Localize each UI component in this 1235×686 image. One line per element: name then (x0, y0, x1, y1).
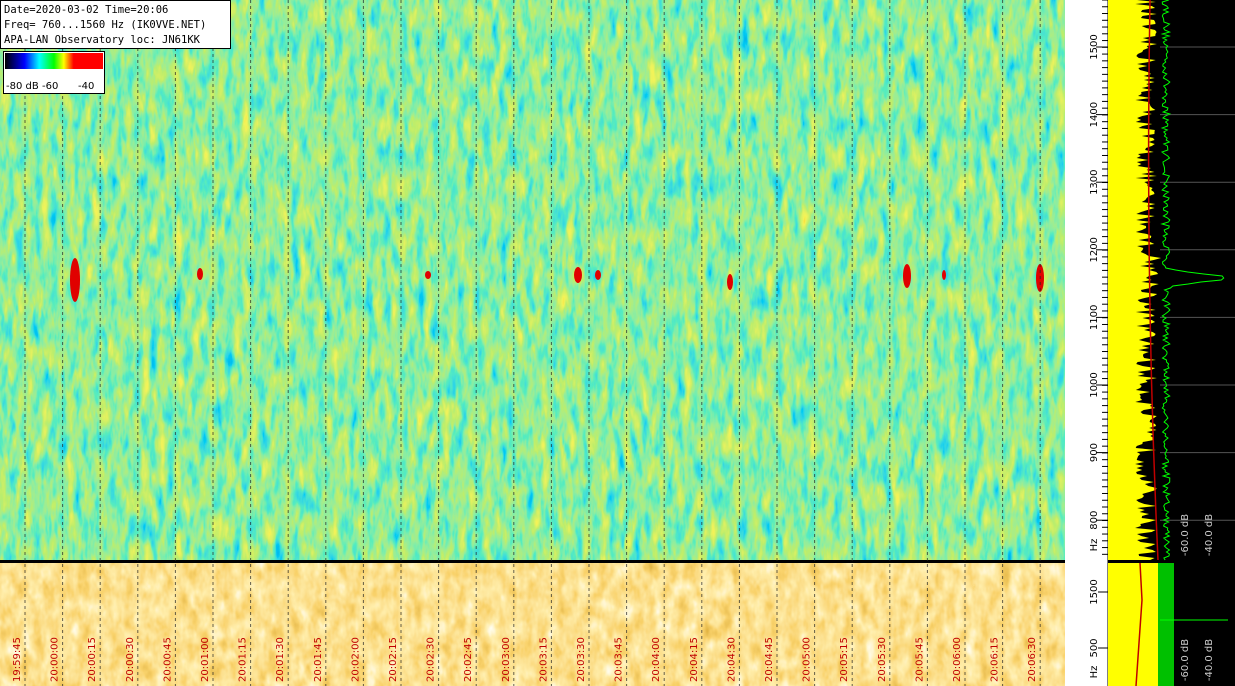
lower-spectrum-average (1108, 563, 1158, 686)
header-box (0, 0, 231, 49)
time-label: 20:06:30 (1027, 637, 1038, 682)
time-label: 20:05:15 (839, 637, 850, 682)
time-label: 20:00:15 (87, 637, 98, 682)
header-line: APA-LAN Observatory loc: JN61KK (4, 34, 201, 46)
spectrum-marker (1147, 0, 1159, 561)
time-label: 19:59:45 (12, 637, 23, 682)
lower-frequency-tick-label: 1500 (1089, 579, 1100, 604)
lower-spectrum-marker (1135, 562, 1143, 686)
time-label: 20:02:00 (350, 637, 361, 682)
color-scale-label: -40 (78, 81, 94, 92)
frequency-tick-label: 1000 (1089, 372, 1100, 397)
axis-column (1065, 0, 1108, 686)
lower-frequency-unit: Hz (1089, 666, 1100, 679)
time-label: 20:03:30 (576, 637, 587, 682)
frequency-axis: 1500 1400 1300 1200 1100 1000 900 800 Hz 1500 500 H… (1089, 0, 1108, 678)
time-label: 20:04:30 (726, 637, 737, 682)
time-label: 20:02:45 (463, 637, 474, 682)
lower-spectrum-trace (1158, 563, 1174, 686)
time-label: 20:06:00 (952, 637, 963, 682)
time-label: 20:06:15 (990, 637, 1001, 682)
time-label: 20:02:15 (388, 637, 399, 682)
time-label: 20:05:00 (802, 637, 813, 682)
spectrum-trace (1160, 0, 1225, 561)
spectrum-axis-label: -40.0 dB (1204, 514, 1215, 556)
frequency-tick-label: 800 (1089, 511, 1100, 530)
color-scale-label: -80 dB (6, 81, 39, 92)
spectrum-axis-label: -40.0 dB (1204, 639, 1215, 681)
spectrum-axis-label: -60.0 dB (1180, 514, 1191, 556)
frequency-unit: Hz (1089, 539, 1100, 552)
frequency-tick-label: 900 (1089, 443, 1100, 462)
header-line: Date=2020-03-02 Time=20:06 (4, 4, 168, 16)
frequency-tick-label: 1400 (1089, 102, 1100, 127)
time-label: 20:01:45 (313, 637, 324, 682)
time-label: 20:00:45 (162, 637, 173, 682)
time-label: 20:00:00 (50, 637, 61, 682)
lower-frequency-tick-label: 500 (1089, 638, 1100, 657)
time-label: 20:03:15 (538, 637, 549, 682)
header-line: Freq= 760...1560 Hz (IK0VVE.NET) (4, 19, 206, 31)
time-label: 20:01:00 (200, 637, 211, 682)
time-label: 20:04:45 (764, 637, 775, 682)
time-label: 20:04:00 (651, 637, 662, 682)
spectrum-average (1108, 0, 1162, 560)
spectrum-traces: -60.0 dB -40.0 dB -60.0 dB -40.0 dB (1108, 0, 1235, 686)
time-label: 20:01:30 (275, 637, 286, 682)
frequency-tick-label: 1500 (1089, 34, 1100, 59)
time-label: 20:01:15 (238, 637, 249, 682)
time-label: 20:03:00 (501, 637, 512, 682)
frequency-tick-label: 1100 (1089, 305, 1100, 330)
color-scale-label: -60 (42, 81, 58, 92)
divider (0, 560, 1235, 563)
waterfall (0, 0, 1065, 560)
time-label: 20:00:30 (125, 637, 136, 682)
lower-waterfall (0, 563, 1065, 686)
time-label: 20:05:30 (877, 637, 888, 682)
frequency-tick-label: 1200 (1089, 237, 1100, 262)
time-label: 20:02:30 (426, 637, 437, 682)
time-label: 20:03:45 (614, 637, 625, 682)
time-label: 20:04:15 (689, 637, 700, 682)
frequency-tick-label: 1300 (1089, 169, 1100, 194)
spectrum-axis-label: -60.0 dB (1180, 639, 1191, 681)
color-scale-bar (5, 53, 103, 69)
time-grid: 19:59:45 20:00:00 20:00:15 20:00:30 20:00:45… (12, 0, 1079, 686)
time-label: 20:05:45 (914, 637, 925, 682)
